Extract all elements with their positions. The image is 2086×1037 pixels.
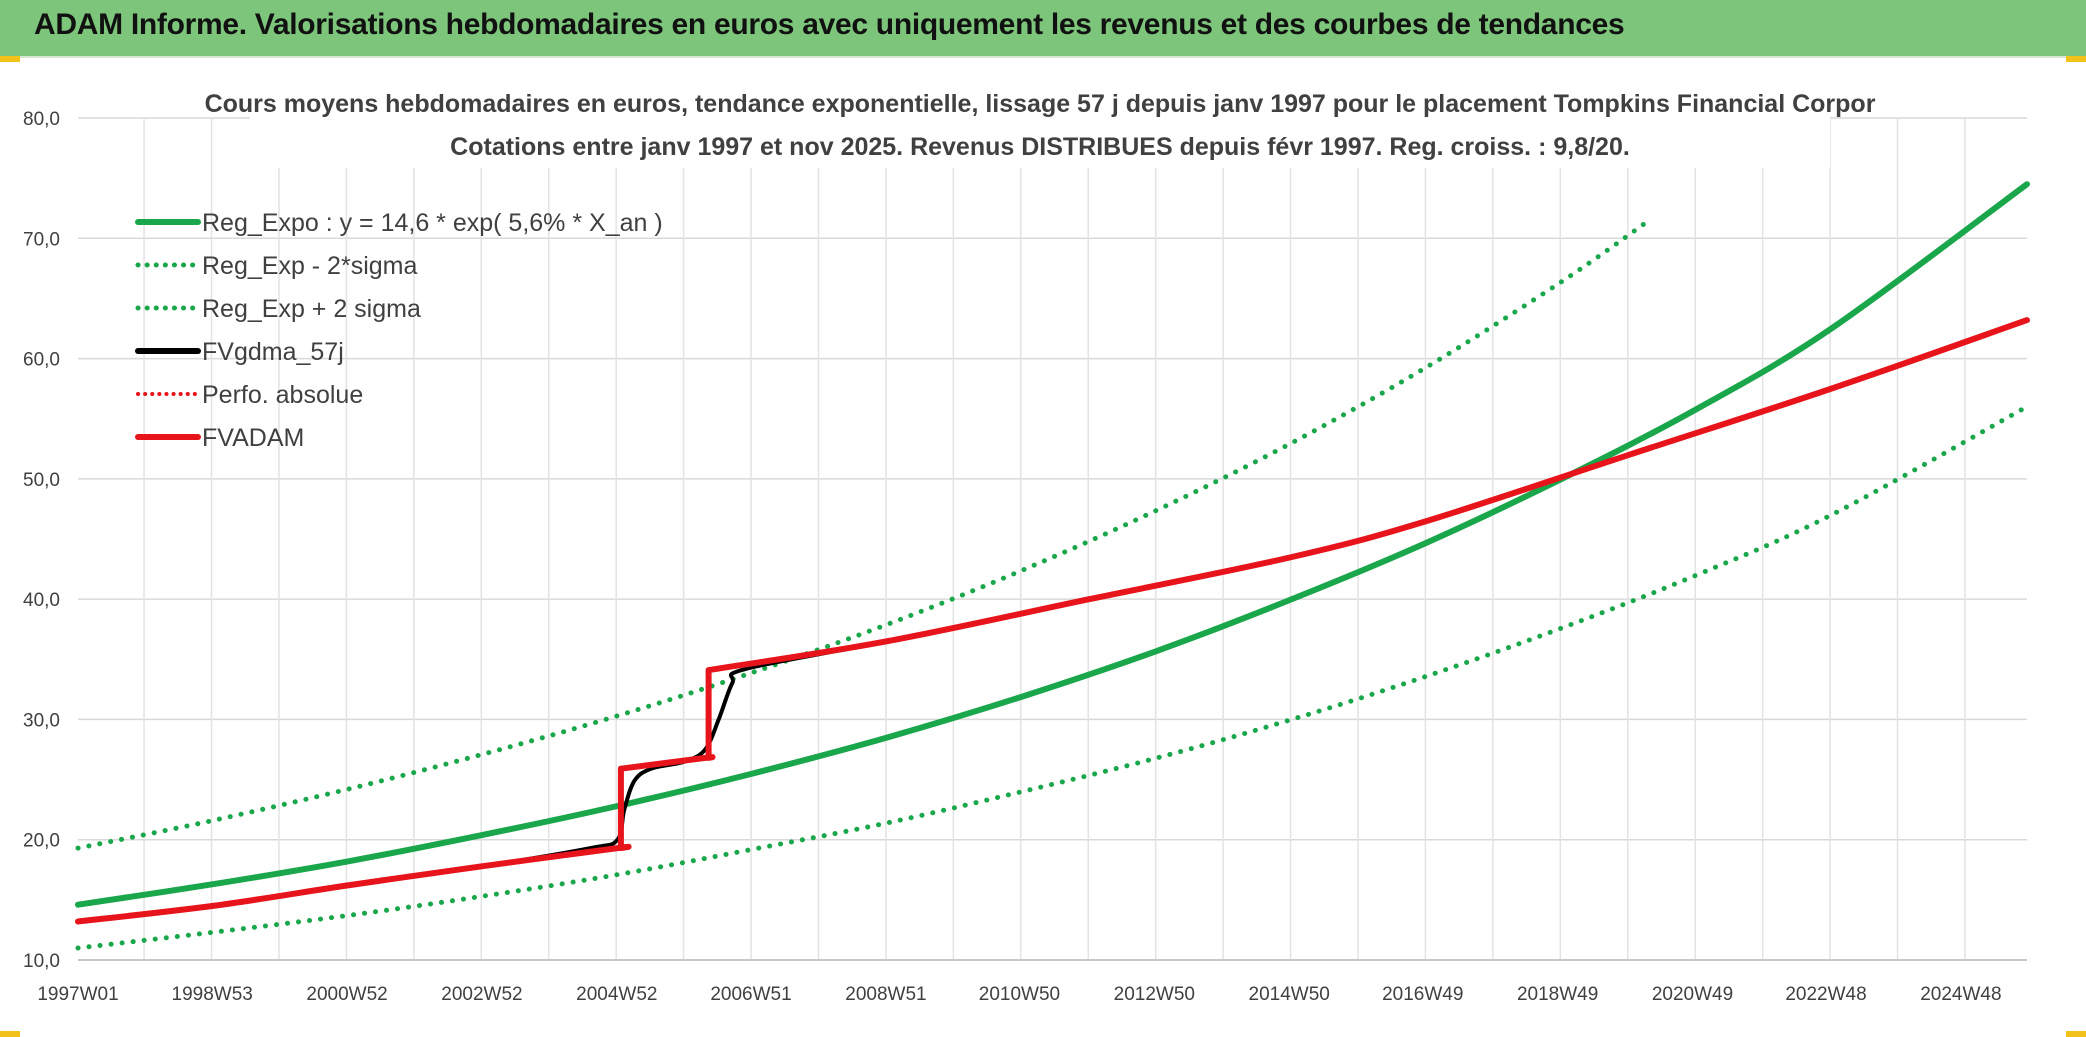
x-tick-label: 2014W50 [1249,984,1330,1005]
series-line-2 [75,217,1652,851]
corner-marker-top-right [2066,56,2086,62]
x-tick-label: 2000W52 [306,984,387,1005]
x-tick-label: 2022W48 [1785,984,1866,1005]
legend-label: FVADAM [202,424,304,452]
y-tick-label: 60,0 [23,350,60,371]
y-tick-label: 30,0 [23,710,60,731]
chart-title: Cours moyens hebdomadaires en euros, ten… [205,90,1876,118]
chart-subtitle: Cotations entre janv 1997 et nov 2025. R… [450,133,1630,161]
legend-label: Reg_Expo : y = 14,6 * exp( 5,6% * X_an ) [202,209,663,237]
y-tick-label: 40,0 [23,590,60,611]
corner-marker-bottom-right [2066,1031,2086,1037]
legend-label: Perfo. absolue [202,381,363,409]
series-line-1 [75,404,2030,951]
chart-title-group: Cours moyens hebdomadaires en euros, ten… [205,82,1876,168]
series-group [75,181,2030,951]
header-banner: ADAM Informe. Valorisations hebdomadaire… [0,0,2086,58]
axis-ticks: 10,0 20,0 30,0 40,0 50,0 60,0 70,0 80,0 1997W01 1… [23,109,2002,1005]
x-tick-label: 1998W53 [172,984,253,1005]
series-line-3 [76,318,2029,924]
corner-marker-top-left [0,56,20,62]
x-tick-label: 2006W51 [710,984,791,1005]
x-tick-label: 2002W52 [441,984,522,1005]
legend-label: FVgdma_57j [202,338,344,366]
x-tick-label: 2004W52 [576,984,657,1005]
x-tick-label: 2018W49 [1517,984,1598,1005]
x-tick-label: 1997W01 [37,984,118,1005]
x-tick-label: 2008W51 [845,984,926,1005]
legend-label: Reg_Exp + 2 sigma [202,295,421,323]
x-tick-label: 2012W50 [1114,984,1195,1005]
x-tick-label: 2016W49 [1382,984,1463,1005]
legend: Reg_Expo : y = 14,6 * exp( 5,6% * X_an )… [135,209,663,452]
y-tick-label: 50,0 [23,470,60,491]
legend-item: Perfo. absolue [136,381,363,409]
x-tick-label: 2020W49 [1652,984,1733,1005]
legend-label: Reg_Exp - 2*sigma [202,252,417,280]
legend-item: FVgdma_57j [135,338,344,366]
title-background [250,82,1830,168]
y-tick-label: 70,0 [23,229,60,250]
legend-item: Reg_Exp + 2 sigma [135,295,421,323]
y-tick-label: 80,0 [23,109,60,130]
series-line-5 [75,317,2030,925]
series-line-0 [75,181,2030,908]
legend-item: FVADAM [135,424,304,452]
legend-item: Reg_Exp - 2*sigma [135,252,417,280]
grid [78,117,2027,961]
y-tick-label: 10,0 [23,951,60,972]
corner-marker-bottom-left [0,1031,20,1037]
page-title: ADAM Informe. Valorisations hebdomadaire… [34,8,1625,41]
x-tick-label: 2010W50 [979,984,1060,1005]
legend-item: Reg_Expo : y = 14,6 * exp( 5,6% * X_an ) [135,209,663,237]
x-tick-label: 2024W48 [1920,984,2001,1005]
y-tick-label: 20,0 [23,831,60,852]
